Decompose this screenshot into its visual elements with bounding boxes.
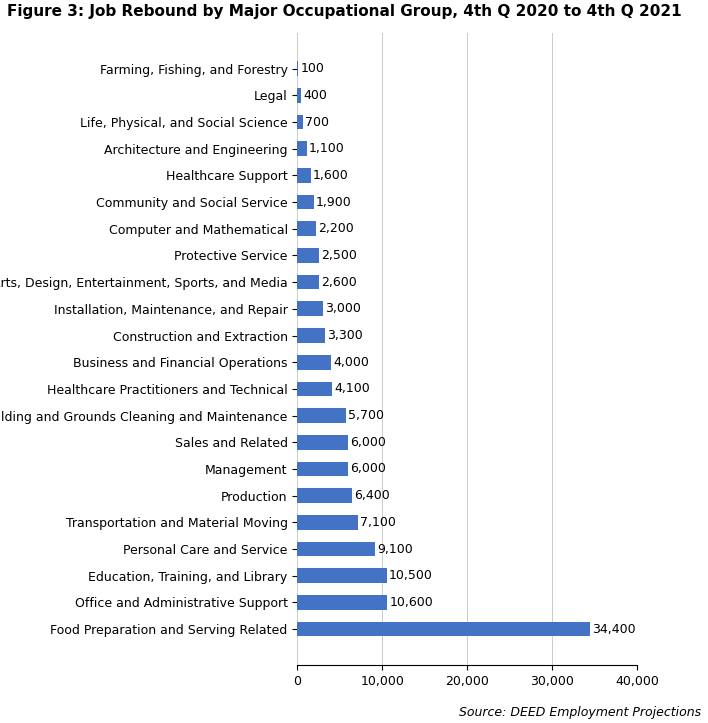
Bar xyxy=(297,515,358,530)
Text: 2,600: 2,600 xyxy=(321,275,358,288)
Text: 10,600: 10,600 xyxy=(389,596,433,609)
Text: 7,100: 7,100 xyxy=(360,515,396,529)
Bar xyxy=(297,221,316,236)
Bar xyxy=(297,568,387,583)
Text: 100: 100 xyxy=(300,62,324,75)
Text: 6,000: 6,000 xyxy=(350,463,387,476)
Bar xyxy=(297,355,331,369)
Bar xyxy=(297,382,332,396)
Text: 6,400: 6,400 xyxy=(354,489,389,502)
Text: Source: DEED Employment Projections: Source: DEED Employment Projections xyxy=(459,706,701,719)
Text: 700: 700 xyxy=(305,116,329,129)
Text: 4,100: 4,100 xyxy=(334,382,370,395)
Bar xyxy=(297,88,301,103)
Bar xyxy=(297,142,307,156)
Bar xyxy=(297,461,348,476)
Bar xyxy=(297,194,314,210)
Bar xyxy=(297,61,298,76)
Bar xyxy=(297,301,323,316)
Text: 2,500: 2,500 xyxy=(321,249,357,262)
Text: 400: 400 xyxy=(303,89,327,102)
Bar xyxy=(297,622,590,636)
Text: 6,000: 6,000 xyxy=(350,436,387,449)
Text: 10,500: 10,500 xyxy=(389,569,433,582)
Bar xyxy=(297,168,311,183)
Text: 4,000: 4,000 xyxy=(333,356,370,369)
Text: Figure 3: Job Rebound by Major Occupational Group, 4th Q 2020 to 4th Q 2021: Figure 3: Job Rebound by Major Occupatio… xyxy=(7,4,682,19)
Bar xyxy=(297,328,326,343)
Bar xyxy=(297,435,348,450)
Text: 1,900: 1,900 xyxy=(316,195,351,208)
Bar xyxy=(297,488,352,503)
Text: 1,100: 1,100 xyxy=(309,142,345,155)
Bar xyxy=(297,595,387,609)
Text: 9,100: 9,100 xyxy=(377,542,413,555)
Text: 2,200: 2,200 xyxy=(318,222,354,235)
Bar xyxy=(297,542,375,556)
Text: 5,700: 5,700 xyxy=(348,409,384,422)
Bar xyxy=(297,248,319,262)
Bar xyxy=(297,275,319,289)
Text: 3,300: 3,300 xyxy=(328,329,363,342)
Bar xyxy=(297,115,303,129)
Text: 34,400: 34,400 xyxy=(592,623,635,636)
Text: 3,000: 3,000 xyxy=(325,302,361,315)
Text: 1,600: 1,600 xyxy=(313,169,349,182)
Bar xyxy=(297,408,346,423)
